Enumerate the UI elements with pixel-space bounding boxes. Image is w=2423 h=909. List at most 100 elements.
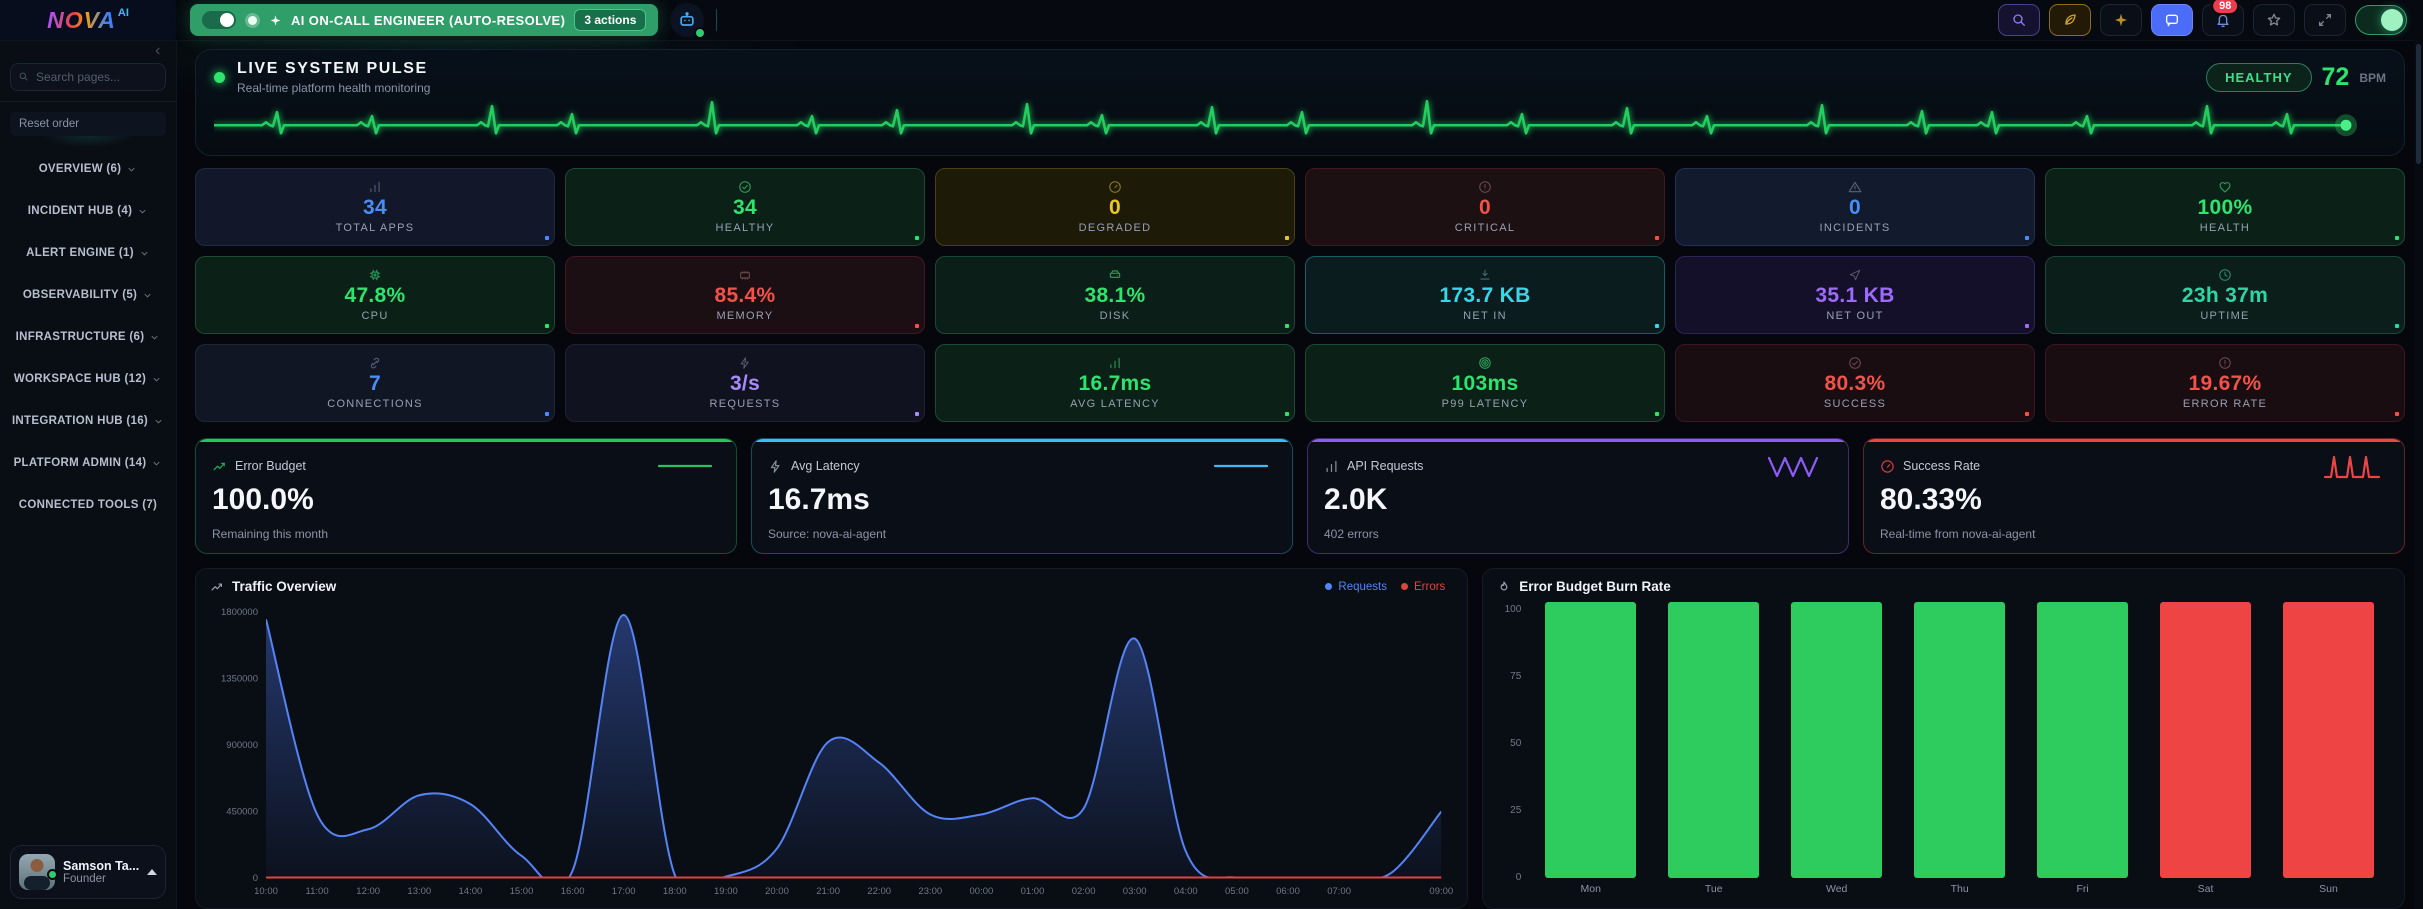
user-name: Samson Ta...	[63, 859, 140, 873]
metric-card-avg-latency: Avg Latency 16.7ms Source: nova-ai-agent	[751, 438, 1293, 554]
legend-errors[interactable]: Errors	[1413, 580, 1446, 593]
chart-title: Traffic Overview	[232, 579, 337, 594]
nav-label: OBSERVABILITY (5)	[22, 289, 138, 301]
search-button[interactable]	[1998, 4, 2040, 36]
bar-chart-icon	[1108, 356, 1122, 370]
sidebar-item-alert-engine[interactable]: ALERT ENGINE (1)	[0, 232, 176, 274]
svg-text:10:00: 10:00	[254, 886, 278, 897]
brand-suffix: AI	[117, 7, 129, 19]
agent-banner[interactable]: AI ON-CALL ENGINEER (AUTO-RESOLVE) 3 act…	[190, 4, 659, 36]
send-icon	[1848, 268, 1862, 282]
svg-text:1800000: 1800000	[221, 607, 258, 618]
search-icon	[2011, 12, 2027, 28]
notification-badge: 98	[2211, 0, 2240, 15]
sidebar-item-observability[interactable]: OBSERVABILITY (5)	[0, 274, 176, 316]
stat-label: SUCCESS	[1823, 398, 1887, 410]
corner-dot	[915, 412, 919, 416]
burn-bar	[2037, 602, 2129, 878]
sidebar-item-platform-admin[interactable]: PLATFORM ADMIN (14)	[0, 442, 176, 484]
robot-icon	[677, 10, 697, 30]
svg-text:23:00: 23:00	[918, 886, 942, 897]
sidebar-item-workspace-hub[interactable]: WORKSPACE HUB (12)	[0, 358, 176, 400]
sparkles-button[interactable]	[2100, 4, 2142, 36]
actions-badge[interactable]: 3 actions	[574, 9, 647, 31]
stat-tile-healthy: 34 HEALTHY	[565, 168, 925, 246]
bar-column: Wed	[1791, 602, 1883, 900]
collapse-sidebar-button[interactable]	[146, 44, 170, 60]
svg-text:00:00: 00:00	[970, 886, 994, 897]
agent-avatar-button[interactable]	[670, 3, 707, 39]
stat-value: 80.3%	[1824, 372, 1886, 395]
stat-label: CONNECTIONS	[327, 398, 423, 410]
check-circle-icon	[738, 180, 752, 194]
expand-button[interactable]	[2304, 4, 2346, 36]
svg-text:19:00: 19:00	[714, 886, 738, 897]
traffic-chart: 0 450000 900000 1350000 1800000 10:00 11:00 12:…	[221, 607, 1453, 897]
brand-name: NOVA	[47, 6, 116, 33]
corner-dot	[2395, 236, 2399, 240]
topbar: NOVA AI AI ON-CALL ENGINEER (AUTO-RESOLV…	[0, 0, 2423, 41]
sparkline	[1767, 456, 1819, 478]
metric-title: Success Rate	[1903, 459, 1981, 473]
chat-icon	[2164, 12, 2180, 28]
stat-tile-cpu: 47.8% CPU	[195, 256, 555, 334]
svg-text:13:00: 13:00	[407, 886, 431, 897]
search-icon	[18, 71, 29, 82]
sidebar-search-input[interactable]	[10, 63, 166, 91]
corner-dot	[915, 324, 919, 328]
agent-toggle[interactable]	[202, 11, 236, 29]
theme-toggle[interactable]	[2355, 5, 2407, 35]
svg-text:22:00: 22:00	[867, 886, 891, 897]
main-content: LIVE SYSTEM PULSE Real-time platform hea…	[177, 41, 2423, 909]
leaf-button[interactable]	[2049, 4, 2091, 36]
chat-button[interactable]	[2151, 4, 2193, 36]
svg-text:450000: 450000	[226, 807, 258, 818]
sidebar-item-infrastructure[interactable]: INFRASTRUCTURE (6)	[0, 316, 176, 358]
burn-bar	[2283, 602, 2374, 878]
sidebar-item-overview[interactable]: OVERVIEW (6)	[0, 148, 176, 190]
nav-label: ALERT ENGINE (1)	[26, 247, 134, 259]
legend-dot	[1400, 583, 1408, 590]
metric-card-api-requests: API Requests 2.0K 402 errors	[1307, 438, 1849, 554]
chevron-down-icon	[151, 458, 162, 469]
metric-cards-row: Error Budget 100.0% Remaining this month…	[195, 438, 2405, 554]
stat-value: 103ms	[1451, 372, 1519, 395]
svg-text:17:00: 17:00	[612, 886, 636, 897]
stat-label: HEALTHY	[715, 222, 775, 234]
chevron-down-icon	[153, 416, 164, 427]
favorites-button[interactable]	[2253, 4, 2295, 36]
svg-text:05:00: 05:00	[1225, 886, 1249, 897]
sidebar-item-integration-hub[interactable]: INTEGRATION HUB (16)	[0, 400, 176, 442]
scrollbar[interactable]	[2414, 40, 2423, 909]
stat-tile-incidents: 0 INCIDENTS	[1675, 168, 2035, 246]
bar-label: Thu	[1950, 883, 1969, 895]
nav-label: PLATFORM ADMIN (14)	[13, 457, 147, 469]
sidebar-item-incident-hub[interactable]: INCIDENT HUB (4)	[0, 190, 176, 232]
burn-bar	[1668, 602, 1760, 878]
chevron-down-icon	[149, 332, 160, 343]
legend-requests[interactable]: Requests	[1338, 580, 1387, 593]
bar-label: Sat	[2197, 883, 2214, 895]
sparkline	[657, 464, 713, 468]
stat-value: 38.1%	[1084, 284, 1146, 307]
user-menu[interactable]: Samson Ta... Founder	[10, 845, 166, 899]
cpu-icon	[368, 268, 382, 282]
trending-up-icon	[212, 459, 227, 474]
corner-dot	[2025, 236, 2029, 240]
svg-text:03:00: 03:00	[1123, 886, 1147, 897]
sidebar-item-connected-tools[interactable]: CONNECTED TOOLS (7)	[0, 484, 176, 526]
bar-chart-icon	[368, 180, 382, 194]
brand-logo[interactable]: NOVA AI	[0, 0, 176, 40]
svg-text:06:00: 06:00	[1276, 886, 1300, 897]
svg-text:21:00: 21:00	[816, 886, 840, 897]
y-tick-label: 50	[1510, 738, 1522, 749]
reset-order-button[interactable]: Reset order	[10, 112, 166, 136]
online-dot	[694, 27, 707, 39]
notifications-button[interactable]: 98	[2202, 0, 2244, 36]
charts-row: Traffic Overview Requests Errors 0 450000…	[195, 568, 2405, 909]
zap-icon	[768, 459, 783, 474]
burn-bar	[1914, 602, 2006, 878]
svg-text:04:00: 04:00	[1174, 886, 1198, 897]
scrollbar-thumb[interactable]	[2416, 44, 2421, 164]
